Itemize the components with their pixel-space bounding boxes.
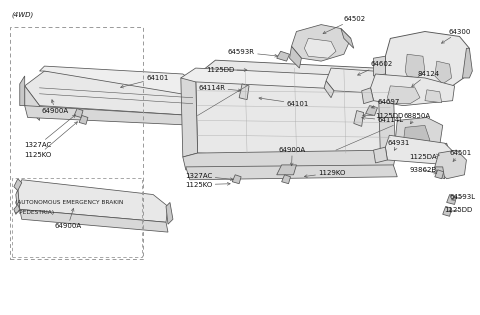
Polygon shape: [18, 180, 168, 222]
Polygon shape: [447, 195, 456, 204]
Polygon shape: [24, 86, 39, 120]
Polygon shape: [462, 48, 472, 78]
Polygon shape: [385, 32, 469, 94]
Polygon shape: [395, 117, 443, 150]
Polygon shape: [14, 179, 22, 191]
Polygon shape: [443, 206, 452, 216]
Text: 64101: 64101: [259, 97, 309, 107]
Text: 64593L: 64593L: [450, 193, 476, 200]
Polygon shape: [14, 204, 20, 214]
Polygon shape: [39, 66, 192, 96]
Polygon shape: [324, 81, 334, 98]
Polygon shape: [366, 106, 377, 116]
Text: 1125DA: 1125DA: [409, 154, 440, 160]
Text: 1129KO: 1129KO: [304, 170, 346, 177]
Polygon shape: [354, 111, 364, 126]
Text: 1125KO: 1125KO: [185, 182, 230, 188]
Polygon shape: [387, 86, 420, 104]
Text: 64900A: 64900A: [279, 147, 306, 166]
Polygon shape: [291, 25, 351, 61]
Text: 1327AC: 1327AC: [185, 173, 233, 180]
Polygon shape: [425, 90, 442, 103]
Polygon shape: [405, 54, 425, 78]
Polygon shape: [183, 150, 395, 170]
Text: 68850A: 68850A: [403, 112, 430, 124]
Polygon shape: [282, 175, 290, 184]
Text: 64931: 64931: [387, 140, 410, 150]
Text: 1125DD: 1125DD: [444, 207, 473, 213]
Text: 1327AC: 1327AC: [24, 115, 75, 148]
Text: 64114R: 64114R: [198, 85, 241, 92]
Text: 64501: 64501: [450, 150, 472, 161]
Polygon shape: [181, 76, 198, 157]
Polygon shape: [74, 109, 83, 117]
Polygon shape: [276, 165, 297, 175]
Text: 64900A: 64900A: [41, 100, 69, 114]
Text: 93862B: 93862B: [409, 167, 437, 174]
Text: 64300: 64300: [442, 28, 471, 43]
Polygon shape: [20, 76, 24, 106]
Polygon shape: [20, 209, 168, 232]
Bar: [10, 26, 144, 259]
Polygon shape: [440, 143, 450, 157]
Polygon shape: [341, 29, 354, 48]
Text: 64900A: 64900A: [54, 209, 82, 229]
Polygon shape: [16, 190, 20, 212]
Text: 64502: 64502: [323, 16, 366, 34]
Polygon shape: [395, 140, 413, 157]
Text: (AUTONOMOUS EMERGENCY BRAKIN: (AUTONOMOUS EMERGENCY BRAKIN: [15, 200, 123, 205]
Text: 1125KO: 1125KO: [24, 122, 77, 158]
Polygon shape: [79, 116, 88, 124]
Polygon shape: [181, 68, 395, 91]
Polygon shape: [326, 68, 427, 96]
Text: 64593R: 64593R: [228, 49, 277, 57]
Polygon shape: [435, 61, 452, 84]
Polygon shape: [385, 135, 455, 165]
Text: 64697: 64697: [372, 99, 400, 108]
Text: (4WD): (4WD): [12, 11, 34, 18]
Polygon shape: [361, 88, 373, 104]
Text: 64602: 64602: [358, 61, 393, 75]
Polygon shape: [371, 74, 455, 106]
Polygon shape: [435, 150, 467, 179]
Polygon shape: [373, 56, 385, 76]
Polygon shape: [289, 46, 301, 68]
Text: 1125DD: 1125DD: [206, 67, 247, 73]
Polygon shape: [239, 84, 249, 100]
Text: 84124: 84124: [412, 71, 439, 87]
Text: 64101: 64101: [120, 75, 168, 88]
Text: - PEDESTRIA): - PEDESTRIA): [15, 210, 54, 215]
Polygon shape: [304, 38, 336, 58]
Polygon shape: [192, 91, 200, 116]
Text: 1125DD: 1125DD: [363, 112, 404, 118]
Polygon shape: [196, 60, 393, 160]
Polygon shape: [378, 86, 395, 157]
Polygon shape: [373, 147, 387, 163]
Polygon shape: [232, 175, 241, 184]
Text: 64114L: 64114L: [362, 117, 404, 123]
Polygon shape: [276, 51, 289, 61]
Bar: [12, 178, 142, 257]
Polygon shape: [24, 106, 196, 125]
Polygon shape: [24, 71, 192, 116]
Polygon shape: [403, 125, 430, 147]
Polygon shape: [186, 165, 397, 180]
Polygon shape: [435, 170, 444, 179]
Polygon shape: [166, 203, 173, 224]
Polygon shape: [435, 167, 444, 179]
